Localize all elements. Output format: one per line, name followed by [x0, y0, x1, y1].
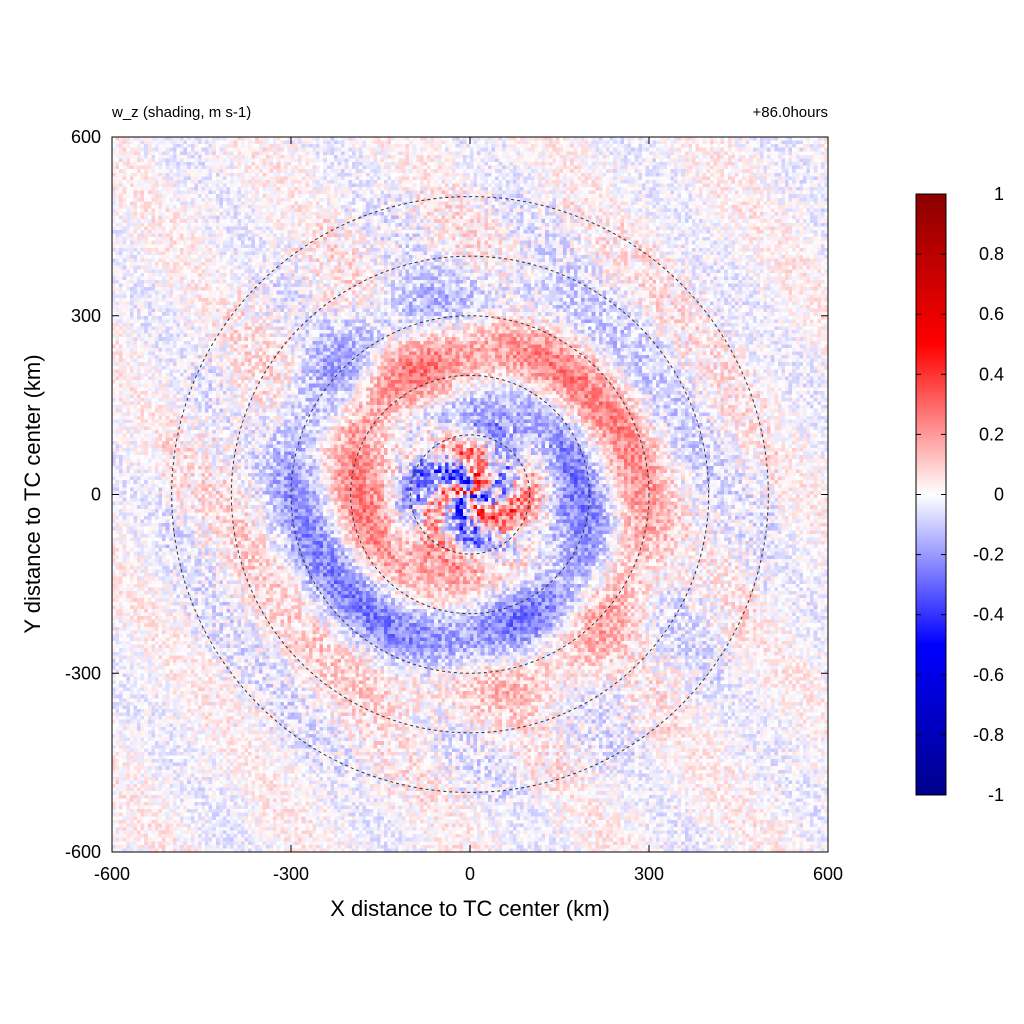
- colorbar-tick-label: -0.8: [973, 725, 1004, 745]
- colorbar-tick-label: 0: [994, 485, 1004, 505]
- range-ring: [409, 434, 531, 555]
- colorbar-tick-label: 0.8: [979, 244, 1004, 264]
- title-left: w_z (shading, m s-1): [111, 104, 251, 121]
- y-tick-label: -600: [65, 842, 101, 862]
- y-tick-label: -300: [65, 663, 101, 683]
- colorbar-tick-label: -0.6: [973, 665, 1004, 685]
- x-axis: -600 -300 0 300 600: [94, 137, 843, 884]
- x-tick-label: 300: [634, 864, 664, 884]
- x-tick-label: 600: [813, 864, 843, 884]
- y-axis: -600 -300 0 300 600: [65, 127, 828, 862]
- colorbar-tick-label: 1: [994, 184, 1004, 204]
- colorbar-tick-label: 0.6: [979, 304, 1004, 324]
- x-axis-label: X distance to TC center (km): [330, 896, 610, 921]
- y-tick-label: 600: [71, 127, 101, 147]
- colorbar-tick-label: 0.4: [979, 364, 1004, 384]
- title-right: +86.0hours: [753, 104, 828, 121]
- colorbar: 1 0.8 0.6 0.4 0.2 0 -0.2 -0.4 -0.6 -0.8 -1: [915, 184, 1004, 805]
- heatmap-field: [112, 137, 828, 852]
- colorbar-tick-label: -0.2: [973, 545, 1004, 565]
- y-tick-label: 0: [91, 485, 101, 505]
- y-tick-label: 300: [71, 306, 101, 326]
- y-axis-label: Y distance to TC center (km): [20, 354, 45, 633]
- x-tick-label: -600: [94, 864, 130, 884]
- range-ring: [350, 374, 590, 615]
- colorbar-tick-label: -0.4: [973, 605, 1004, 625]
- colorbar-tick-label: -1: [988, 785, 1004, 805]
- range-ring: [290, 315, 650, 674]
- x-tick-label: -300: [273, 864, 309, 884]
- heatmap-image: [112, 137, 828, 852]
- plot-area: [111, 136, 829, 853]
- range-rings: [171, 196, 769, 793]
- range-ring: [171, 196, 769, 793]
- colorbar-tick-label: 0.2: [979, 424, 1004, 444]
- colorbar-ticks: 1 0.8 0.6 0.4 0.2 0 -0.2 -0.4 -0.6 -0.8 -1: [916, 184, 1004, 805]
- x-tick-label: 0: [465, 864, 475, 884]
- range-ring: [230, 255, 710, 734]
